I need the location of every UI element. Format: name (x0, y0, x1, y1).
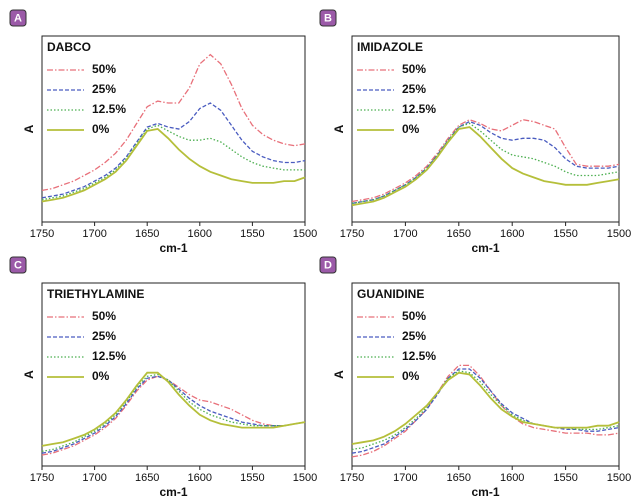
series-line (41, 373, 306, 453)
x-tick-label: 1650 (135, 228, 159, 240)
x-tick-label: 1600 (500, 228, 524, 240)
x-tick-label: 1500 (607, 472, 631, 484)
series-line (351, 120, 620, 205)
panel-label: A (14, 12, 22, 24)
series-line (351, 368, 620, 454)
x-tick-label: 1750 (30, 472, 54, 484)
panel-badge (9, 9, 27, 27)
x-tick-label: 1600 (500, 472, 524, 484)
panel-label: B (324, 12, 332, 24)
plot-frame (41, 35, 306, 223)
chart-title: DABCO (47, 40, 91, 54)
x-tick-label: 1550 (553, 472, 577, 484)
x-axis-label: cm-1 (471, 241, 499, 255)
legend-label: 0% (402, 369, 420, 383)
series-line (41, 124, 305, 201)
x-tick-label: 1700 (82, 228, 106, 240)
legend-label: 25% (92, 82, 116, 96)
legend-label: 0% (92, 122, 110, 136)
y-axis-label: A (22, 124, 36, 133)
series-line (351, 370, 620, 451)
x-tick-label: 1500 (607, 228, 631, 240)
legend-label: 12.5% (92, 349, 126, 363)
series-line (41, 53, 306, 192)
series-line (351, 371, 620, 445)
chart-title: TRIETHYLAMINE (47, 287, 144, 301)
panel-label: D (324, 259, 332, 271)
x-tick-label: 1550 (553, 228, 577, 240)
series-line (41, 371, 306, 447)
legend-label: 12.5% (402, 102, 436, 116)
x-tick-label: 1750 (340, 472, 364, 484)
x-tick-label: 1650 (447, 228, 471, 240)
x-tick-label: 1750 (340, 228, 364, 240)
plot-frame (351, 35, 620, 223)
x-axis-label: cm-1 (159, 485, 187, 496)
legend-label: 0% (402, 122, 420, 136)
y-axis-label: A (332, 370, 346, 379)
legend-label: 25% (402, 329, 426, 343)
x-tick-label: 1700 (82, 472, 106, 484)
y-axis-label: A (22, 370, 36, 379)
legend-label: 50% (402, 62, 426, 76)
series-line (41, 128, 306, 203)
legend-label: 25% (92, 329, 116, 343)
y-axis-label: A (332, 124, 346, 133)
plot-frame (351, 282, 620, 467)
panel-badge (319, 9, 337, 27)
legend-label: 0% (92, 369, 110, 383)
series-line (351, 118, 620, 203)
legend-label: 50% (402, 309, 426, 323)
series-line (41, 102, 306, 199)
x-tick-label: 1650 (447, 472, 471, 484)
panel-label: C (14, 259, 22, 271)
x-tick-label: 1700 (393, 472, 417, 484)
x-tick-label: 1600 (188, 228, 212, 240)
panel-badge (319, 256, 337, 274)
x-axis-label: cm-1 (159, 241, 187, 255)
plot-frame (41, 282, 306, 467)
x-tick-label: 1600 (188, 472, 212, 484)
x-tick-label: 1550 (240, 472, 264, 484)
legend-label: 12.5% (92, 102, 126, 116)
series-line (351, 126, 620, 207)
panel-badge (9, 256, 27, 274)
x-tick-label: 1500 (293, 472, 317, 484)
series-line (351, 364, 620, 458)
legend-label: 50% (92, 62, 116, 76)
legend-label: 25% (402, 82, 426, 96)
chart-title: GUANIDINE (357, 287, 424, 301)
x-tick-label: 1500 (293, 228, 317, 240)
series-line (351, 122, 620, 205)
legend-label: 12.5% (402, 349, 436, 363)
legend-label: 50% (92, 309, 116, 323)
x-tick-label: 1550 (240, 228, 264, 240)
chart-title: IMIDAZOLE (357, 40, 423, 54)
x-tick-label: 1650 (135, 472, 159, 484)
series-line (41, 375, 306, 456)
x-tick-label: 1750 (30, 228, 54, 240)
x-axis-label: cm-1 (471, 485, 499, 496)
x-tick-label: 1700 (393, 228, 417, 240)
